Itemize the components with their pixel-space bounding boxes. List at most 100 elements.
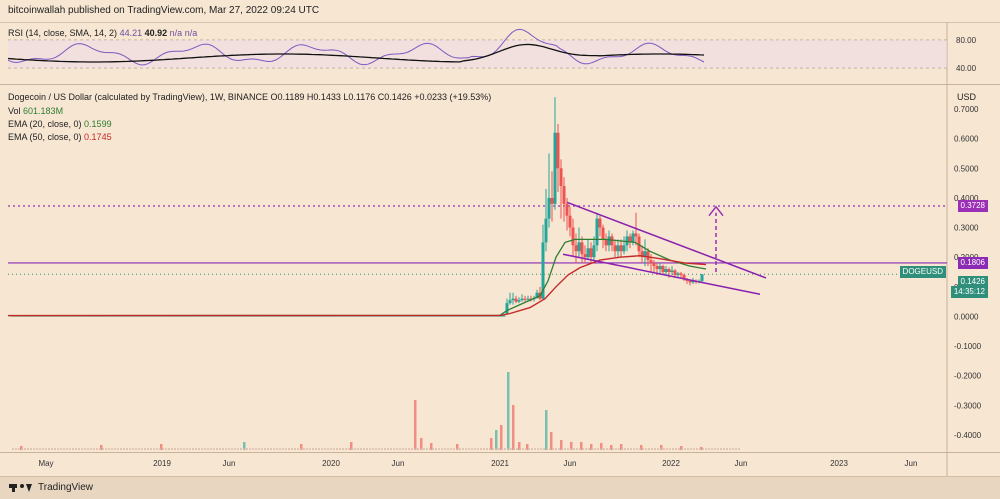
volume-bar — [526, 444, 529, 450]
volume-bar-minor — [291, 448, 293, 450]
volume-bar-minor — [72, 448, 74, 450]
volume-bar-minor — [285, 448, 287, 450]
volume-bar-minor — [42, 448, 44, 450]
volume-bar-minor — [471, 448, 473, 450]
volume-bar-minor — [393, 448, 395, 450]
volume-bar-minor — [693, 448, 695, 450]
volume-bar-minor — [327, 448, 329, 450]
volume-bar-minor — [525, 448, 527, 450]
volume-bar-minor — [261, 448, 263, 450]
volume-bar-minor — [555, 448, 557, 450]
y-tick-label: 0.3000 — [954, 224, 979, 233]
volume-bar-minor — [246, 448, 248, 450]
volume-bar-minor — [381, 448, 383, 450]
volume-bar — [243, 442, 246, 450]
volume-bar-minor — [624, 448, 626, 450]
volume-bar-minor — [453, 448, 455, 450]
candle-body — [634, 233, 638, 237]
volume-bar-minor — [480, 448, 482, 450]
volume-bar-minor — [537, 448, 539, 450]
volume-bar-minor — [672, 448, 674, 450]
volume-bar-minor — [123, 448, 125, 450]
volume-bar — [512, 405, 515, 450]
projection-arrowhead-icon — [708, 205, 724, 217]
rsi-line — [7, 28, 705, 66]
volume-bar-minor — [681, 448, 683, 450]
volume-bar-minor — [57, 448, 59, 450]
wedge-lower-line — [562, 253, 761, 295]
candle-body — [640, 251, 644, 258]
volume-bar-minor — [84, 448, 86, 450]
volume-bar-minor — [336, 448, 338, 450]
x-tick-label: Jun — [392, 459, 405, 468]
volume-bar-minor — [354, 448, 356, 450]
volume-bar-minor — [351, 448, 353, 450]
volume-bar-minor — [564, 448, 566, 450]
candle-body — [553, 132, 557, 204]
volume-bar-minor — [201, 448, 203, 450]
volume-bar-minor — [99, 448, 101, 450]
volume-bar-minor — [408, 448, 410, 450]
candle-body — [526, 298, 530, 300]
volume-bar-minor — [666, 448, 668, 450]
volume-bar-minor — [228, 448, 230, 450]
rsi-level-label: 40.00 — [956, 64, 977, 73]
volume-bar-minor — [516, 448, 518, 450]
volume-bar — [610, 445, 613, 450]
candle-body — [622, 245, 626, 252]
volume-bar-minor — [240, 448, 242, 450]
candle-body — [631, 233, 635, 243]
candle-body — [601, 227, 605, 240]
volume-bar-minor — [81, 448, 83, 450]
volume-bar-minor — [141, 448, 143, 450]
volume-bar-minor — [384, 448, 386, 450]
volume-bar-minor — [621, 448, 623, 450]
volume-bar-minor — [24, 448, 26, 450]
volume-bar-minor — [678, 448, 680, 450]
main-pane: Dogecoin / US Dollar (calculated by Trad… — [0, 85, 1000, 451]
volume-bar-minor — [312, 448, 314, 450]
volume-bar-minor — [705, 448, 707, 450]
ema20-legend: EMA (20, close, 0) 0.1599 — [8, 119, 112, 129]
wedge-upper-line — [566, 201, 767, 279]
candle-body — [559, 168, 563, 187]
volume-bar — [100, 445, 103, 450]
candle-body — [517, 300, 521, 302]
publisher-bar: bitcoinwallah published on TradingView.c… — [0, 0, 1000, 23]
volume-bar-minor — [495, 448, 497, 450]
rsi-label: RSI (14, close, SMA, 14, 2) — [8, 28, 118, 38]
candle-body — [556, 132, 560, 169]
volume-bar-minor — [54, 448, 56, 450]
ema20-label: EMA (20, close, 0) — [8, 119, 82, 129]
volume-bar-minor — [114, 448, 116, 450]
volume-bar-minor — [405, 448, 407, 450]
volume-bar-minor — [159, 448, 161, 450]
y-tick-label: 0.0000 — [954, 312, 979, 321]
candle-body — [700, 274, 704, 282]
volume-bar-minor — [540, 448, 542, 450]
volume-bar-minor — [519, 448, 521, 450]
volume-bar — [518, 442, 521, 450]
volume-bar-minor — [501, 448, 503, 450]
volume-bar-minor — [12, 448, 14, 450]
volume-bar-minor — [168, 448, 170, 450]
volume-bar — [500, 425, 503, 450]
volume-bar-minor — [195, 448, 197, 450]
candle-body — [520, 298, 524, 301]
volume-bar — [620, 444, 623, 450]
y-tick-label: -0.1000 — [954, 342, 982, 351]
volume-bar-minor — [633, 448, 635, 450]
candle-body — [604, 239, 608, 246]
price-chip: DOGEUSD — [899, 266, 946, 279]
volume-bar-minor — [615, 448, 617, 450]
volume-bar-minor — [603, 448, 605, 450]
volume-bar-minor — [342, 448, 344, 450]
candle-body — [583, 254, 587, 258]
candle-body — [514, 298, 518, 302]
volume-bar-minor — [606, 448, 608, 450]
volume-bar-minor — [15, 448, 17, 450]
volume-bar — [590, 444, 593, 450]
candle-body — [646, 251, 650, 261]
